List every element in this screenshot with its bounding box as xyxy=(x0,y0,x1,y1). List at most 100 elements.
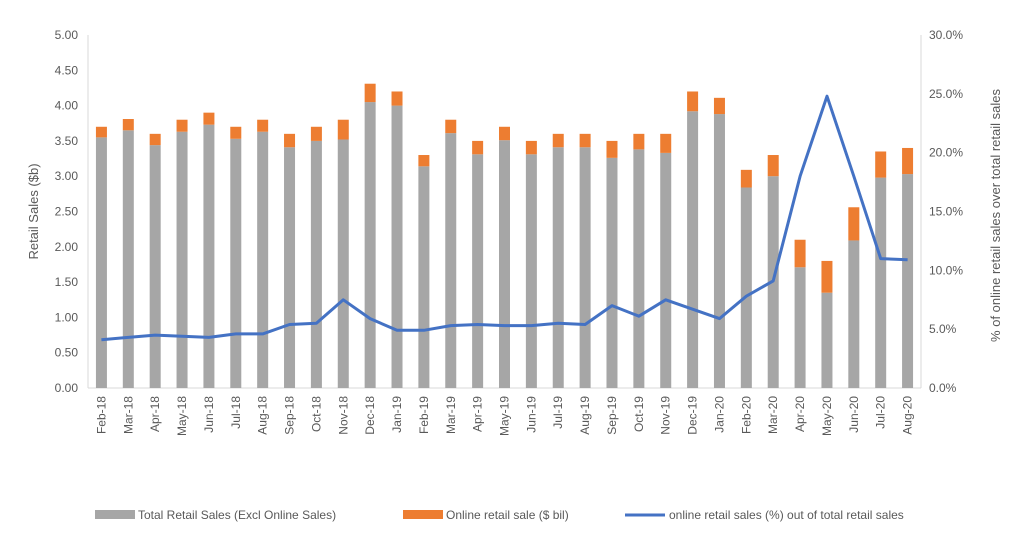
y-axis-title: Retail Sales ($b) xyxy=(26,163,41,259)
bar-online-retail xyxy=(552,133,564,148)
legend-label-total-retail: Total Retail Sales (Excl Online Sales) xyxy=(138,508,336,522)
bar-online-retail xyxy=(579,133,591,148)
bar-online-retail xyxy=(660,133,672,153)
y2-tick-label: 5.0% xyxy=(929,322,957,336)
x-tick-label: Jan-20 xyxy=(712,396,726,433)
bar-total-retail xyxy=(606,157,618,388)
x-tick-label: May-18 xyxy=(175,396,189,436)
y2-tick-label: 25.0% xyxy=(929,87,963,101)
secondary-y-ticks: 0.0% 5.0% 10.0% 15.0% 20.0% 25.0% 30.0% xyxy=(929,28,963,395)
y2-tick-label: 0.0% xyxy=(929,381,957,395)
y2-tick-label: 30.0% xyxy=(929,28,963,42)
bar-total-retail xyxy=(122,130,134,388)
bar-online-retail xyxy=(284,133,296,148)
x-tick-label: May-19 xyxy=(498,396,512,436)
x-tick-label: Aug-18 xyxy=(256,396,270,435)
bar-total-retail xyxy=(660,152,672,388)
bar-total-retail xyxy=(579,147,591,388)
bar-online-retail xyxy=(149,133,161,146)
bar-online-retail xyxy=(740,169,752,188)
y-tick-label: 5.00 xyxy=(55,28,79,42)
bar-total-retail xyxy=(203,124,215,389)
bar-online-retail xyxy=(122,119,134,131)
x-tick-label: Sep-19 xyxy=(605,396,619,435)
y-tick-label: 3.00 xyxy=(55,169,79,183)
bar-total-retail xyxy=(794,267,806,388)
x-tick-label: Nov-18 xyxy=(336,396,350,435)
bar-total-retail xyxy=(310,140,322,388)
bar-online-retail xyxy=(337,119,349,140)
y-tick-label: 1.00 xyxy=(55,310,79,324)
bar-online-retail xyxy=(821,260,833,293)
y-tick-label: 4.00 xyxy=(55,99,79,113)
primary-y-ticks: 0.00 0.50 1.00 1.50 2.00 2.50 3.00 3.50 4.00 4.50… xyxy=(55,28,79,395)
bar-total-retail xyxy=(633,149,645,388)
bar-total-retail xyxy=(848,240,860,388)
bar-total-retail xyxy=(418,166,430,388)
x-tick-label: Oct-18 xyxy=(309,396,323,432)
bar-total-retail xyxy=(176,131,188,389)
x-ticks: Feb-18 Mar-18 Apr-18 May-18 Jun-18 Jul-18 Aug-… xyxy=(94,396,914,436)
bar-online-retail xyxy=(472,140,484,155)
legend-swatch-total-retail xyxy=(95,510,135,519)
x-tick-label: Nov-19 xyxy=(659,396,673,435)
x-tick-label: Jul-18 xyxy=(229,396,243,429)
x-tick-label: Apr-18 xyxy=(148,396,162,432)
y2-tick-label: 10.0% xyxy=(929,263,963,277)
line-series xyxy=(101,94,908,342)
bar-total-retail xyxy=(552,147,564,388)
bar-online-retail xyxy=(418,155,430,167)
x-tick-label: May-20 xyxy=(820,396,834,436)
y-tick-label: 2.00 xyxy=(55,240,79,254)
bar-online-retail xyxy=(95,126,107,138)
bar-online-retail xyxy=(176,119,188,132)
bar-online-retail xyxy=(606,140,618,158)
legend-swatch-online-retail xyxy=(403,510,443,519)
bar-total-retail xyxy=(391,105,403,388)
bar-total-retail xyxy=(284,147,296,388)
x-tick-label: Aug-20 xyxy=(901,396,915,435)
y-tick-label: 2.50 xyxy=(55,205,79,219)
bar-online-retail xyxy=(687,91,699,112)
x-tick-label: Mar-19 xyxy=(444,396,458,434)
x-tick-label: Sep-18 xyxy=(283,396,297,435)
x-tick-label: Apr-20 xyxy=(793,396,807,432)
x-tick-label: Feb-19 xyxy=(417,396,431,434)
y2-tick-label: 15.0% xyxy=(929,205,963,219)
bar-total-retail xyxy=(95,137,107,388)
bar-online-retail xyxy=(230,126,242,139)
bar-online-retail xyxy=(391,91,403,106)
bar-online-retail xyxy=(525,140,537,155)
y-tick-label: 3.50 xyxy=(55,134,79,148)
bar-total-retail xyxy=(472,154,484,388)
x-tick-label: Aug-19 xyxy=(578,396,592,435)
bar-total-retail xyxy=(230,138,242,388)
x-tick-label: Jun-19 xyxy=(524,396,538,433)
bar-total-retail xyxy=(902,174,914,388)
bar-total-retail xyxy=(364,102,376,388)
y-tick-label: 0.00 xyxy=(55,381,79,395)
x-tick-label: Jul-19 xyxy=(551,396,565,429)
bars xyxy=(95,83,914,389)
bar-online-retail xyxy=(633,133,645,150)
bar-online-retail xyxy=(364,83,376,103)
bar-total-retail xyxy=(499,140,510,388)
y-tick-label: 0.50 xyxy=(55,346,79,360)
x-tick-label: Mar-18 xyxy=(121,396,135,434)
bar-online-retail xyxy=(848,207,860,241)
bar-online-retail xyxy=(499,126,510,141)
bar-total-retail xyxy=(149,145,161,388)
y-tick-label: 4.50 xyxy=(55,63,79,77)
x-tick-label: Mar-20 xyxy=(766,396,780,434)
bar-total-retail xyxy=(821,292,833,388)
x-tick-label: Jun-20 xyxy=(847,396,861,433)
bar-online-retail xyxy=(713,97,725,115)
bar-online-retail xyxy=(203,112,215,125)
bar-total-retail xyxy=(687,111,699,389)
line-online-share xyxy=(101,94,908,342)
legend-label-online-share: online retail sales (%) out of total ret… xyxy=(669,508,904,522)
legend-label-online-retail: Online retail sale ($ bil) xyxy=(446,508,569,522)
bar-total-retail xyxy=(525,154,537,388)
bar-online-retail xyxy=(445,119,457,134)
legend: Total Retail Sales (Excl Online Sales) O… xyxy=(95,508,904,522)
